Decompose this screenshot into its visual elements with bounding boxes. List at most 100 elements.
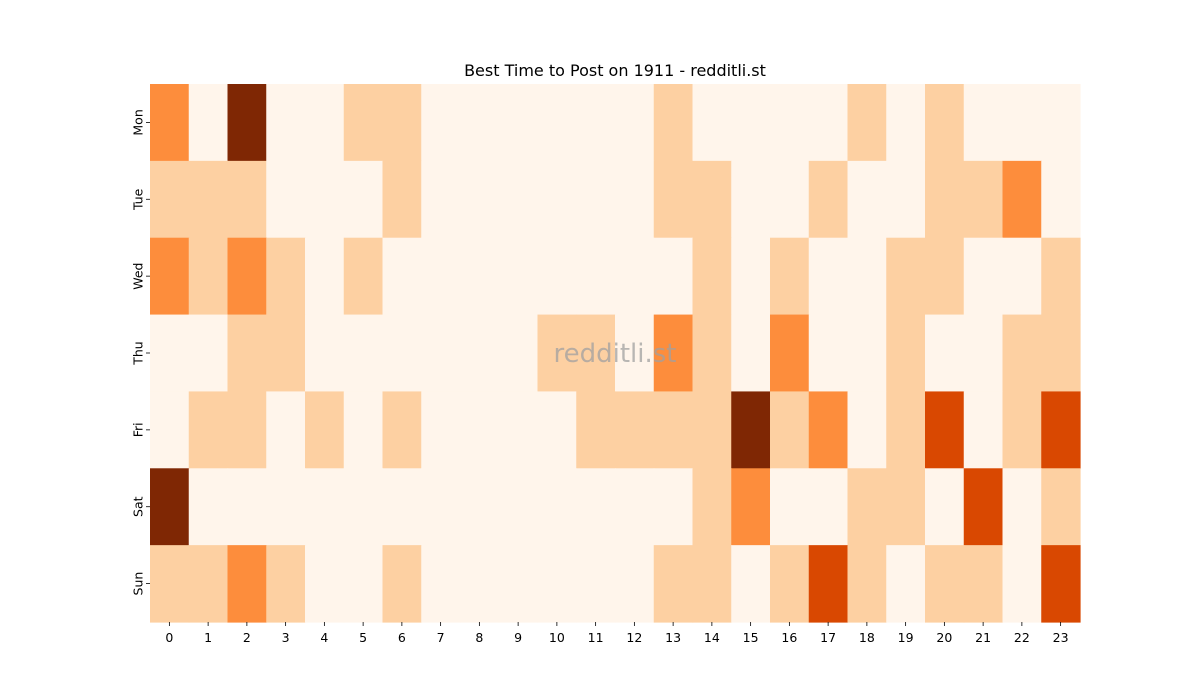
x-tick-label: 11 [588, 630, 604, 645]
heatmap-cell-fri-19 [886, 391, 926, 469]
heatmap-cell-mon-23 [1041, 84, 1081, 162]
heatmap-cell-fri-4 [305, 391, 345, 469]
heatmap-cell-sun-9 [498, 545, 539, 623]
heatmap-cell-fri-3 [266, 391, 306, 469]
heatmap-cell-thu-17 [808, 314, 849, 393]
heatmap-cell-sat-3 [266, 468, 306, 546]
heatmap-cell-mon-2 [227, 84, 267, 162]
heatmap-cell-fri-13 [653, 391, 694, 469]
x-tick-label: 18 [859, 630, 875, 645]
heatmap-cell-mon-3 [266, 84, 306, 162]
x-tick-label: 8 [475, 630, 483, 645]
heatmap-cell-mon-12 [615, 84, 655, 162]
heatmap-cell-sun-18 [847, 545, 887, 623]
heatmap-cell-sat-1 [188, 468, 229, 546]
heatmap-cell-fri-2 [227, 391, 267, 469]
heatmap-cell-sun-15 [731, 545, 771, 623]
heatmap-cell-fri-6 [382, 391, 422, 469]
heatmap-cell-sun-3 [266, 545, 306, 623]
heatmap-cell-thu-7 [421, 314, 461, 393]
heatmap-cell-mon-19 [886, 84, 926, 162]
x-tick-label: 17 [820, 630, 836, 645]
heatmap-cell-sat-16 [770, 468, 810, 546]
heatmap-cell-sat-5 [343, 468, 384, 546]
heatmap-cell-sat-6 [382, 468, 422, 546]
heatmap-cell-sat-10 [537, 468, 577, 546]
heatmap-cell-wed-1 [188, 237, 229, 316]
heatmap-cells [150, 84, 1081, 623]
y-tick-label: Sun [131, 572, 146, 596]
heatmap-cell-sat-18 [847, 468, 887, 546]
heatmap-cell-thu-9 [498, 314, 539, 393]
x-tick-label: 19 [898, 630, 914, 645]
heatmap-cell-thu-15 [731, 314, 771, 393]
heatmap-cell-fri-17 [808, 391, 849, 469]
x-tick-label: 0 [165, 630, 173, 645]
heatmap-cell-mon-4 [305, 84, 345, 162]
heatmap-cell-tue-1 [188, 160, 229, 239]
heatmap-cell-thu-14 [692, 314, 732, 393]
heatmap-cell-tue-8 [460, 160, 500, 239]
heatmap-cell-sun-11 [576, 545, 616, 623]
heatmap-cell-tue-20 [925, 160, 965, 239]
heatmap-cell-sat-8 [460, 468, 500, 546]
x-tick-label: 5 [359, 630, 367, 645]
heatmap-cell-mon-22 [1002, 84, 1042, 162]
heatmap-cell-sun-1 [188, 545, 229, 623]
heatmap-cell-thu-21 [963, 314, 1004, 393]
heatmap-cell-sat-17 [808, 468, 849, 546]
heatmap-cell-thu-1 [188, 314, 229, 393]
heatmap-cell-wed-9 [498, 237, 539, 316]
x-tick-label: 22 [1014, 630, 1030, 645]
heatmap-cell-wed-3 [266, 237, 306, 316]
x-tick-label: 7 [437, 630, 445, 645]
heatmap-cell-mon-16 [770, 84, 810, 162]
heatmap-cell-wed-2 [227, 237, 267, 316]
heatmap-cell-mon-18 [847, 84, 887, 162]
chart-title: Best Time to Post on 1911 - redditli.st [464, 61, 766, 80]
x-tick-label: 6 [398, 630, 406, 645]
heatmap-cell-mon-9 [498, 84, 539, 162]
heatmap-cell-wed-11 [576, 237, 616, 316]
x-tick-label: 9 [514, 630, 522, 645]
heatmap-cell-tue-19 [886, 160, 926, 239]
heatmap-cell-fri-22 [1002, 391, 1042, 469]
heatmap-cell-sat-21 [963, 468, 1004, 546]
x-tick-label: 15 [743, 630, 759, 645]
x-tick-label: 3 [282, 630, 290, 645]
heatmap-cell-tue-14 [692, 160, 732, 239]
heatmap-cell-fri-11 [576, 391, 616, 469]
watermark-text: redditli.st [554, 339, 677, 369]
heatmap-cell-thu-4 [305, 314, 345, 393]
heatmap-cell-thu-20 [925, 314, 965, 393]
heatmap-cell-thu-5 [343, 314, 384, 393]
heatmap-cell-sun-13 [653, 545, 694, 623]
heatmap-cell-fri-18 [847, 391, 887, 469]
heatmap-cell-mon-0 [150, 84, 190, 162]
heatmap-cell-fri-23 [1041, 391, 1081, 469]
y-tick-label: Thu [131, 341, 146, 365]
heatmap-cell-fri-1 [188, 391, 229, 469]
heatmap-cell-sat-19 [886, 468, 926, 546]
heatmap-cell-mon-17 [808, 84, 849, 162]
heatmap-cell-sun-14 [692, 545, 732, 623]
x-tick-label: 23 [1053, 630, 1069, 645]
heatmap-cell-fri-12 [615, 391, 655, 469]
y-tick-label: Wed [131, 263, 146, 290]
heatmap-cell-tue-4 [305, 160, 345, 239]
heatmap-cell-mon-8 [460, 84, 500, 162]
heatmap-cell-sat-0 [150, 468, 190, 546]
heatmap-cell-fri-8 [460, 391, 500, 469]
heatmap-cell-thu-11 [576, 314, 616, 393]
heatmap-cell-sat-2 [227, 468, 267, 546]
heatmap-cell-tue-21 [963, 160, 1004, 239]
heatmap-cell-mon-13 [653, 84, 694, 162]
heatmap-cell-thu-18 [847, 314, 887, 393]
heatmap-cell-wed-14 [692, 237, 732, 316]
heatmap-cell-wed-8 [460, 237, 500, 316]
heatmap-cell-sun-0 [150, 545, 190, 623]
heatmap-cell-sun-5 [343, 545, 384, 623]
heatmap-cell-fri-7 [421, 391, 461, 469]
heatmap-cell-thu-23 [1041, 314, 1081, 393]
heatmap-cell-fri-9 [498, 391, 539, 469]
